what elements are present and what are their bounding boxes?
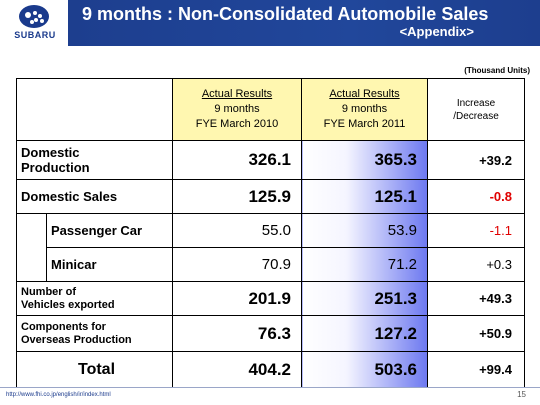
- value-fy2010: 404.2: [172, 351, 302, 388]
- row-label-line2: Overseas Production: [21, 333, 132, 346]
- row-label-line1: Number of: [21, 285, 76, 298]
- footer-divider: [0, 387, 540, 388]
- header-empty-cell: [16, 78, 173, 141]
- value-change: -1.1: [427, 213, 525, 248]
- value-fy2011: 503.6: [301, 351, 428, 388]
- header-fy2010-line1: Actual Results: [201, 88, 273, 100]
- row-label-line1: Components for: [21, 320, 106, 333]
- value-change: +0.3: [427, 247, 525, 282]
- value-change: -0.8: [427, 179, 525, 214]
- header-fy2011-line1: Actual Results: [329, 88, 400, 100]
- value-change: +50.9: [427, 315, 525, 352]
- row-label-line2: Vehicles exported: [21, 298, 115, 311]
- title-bar: 9 months : Non-Consolidated Automobile S…: [68, 0, 540, 46]
- table-row: Minicar 70.9 71.2 +0.3: [16, 247, 525, 282]
- indent-cell: [16, 247, 47, 282]
- value-change: +39.2: [427, 140, 525, 180]
- row-label-domestic-production: Domestic Production: [16, 140, 173, 180]
- header-fy2011-line2: 9 months: [341, 103, 388, 115]
- subaru-logo: SUBARU: [0, 0, 68, 46]
- row-label-components-overseas: Components for Overseas Production: [16, 315, 173, 352]
- header-fy2010-line3: FYE March 2010: [195, 118, 279, 130]
- page-subtitle: <Appendix>: [399, 24, 474, 39]
- value-fy2010: 55.0: [172, 213, 302, 248]
- value-fy2010: 201.9: [172, 281, 302, 316]
- header-change: Increase /Decrease: [427, 78, 525, 141]
- row-label-minicar: Minicar: [46, 247, 173, 282]
- value-fy2011: 251.3: [301, 281, 428, 316]
- footer-link[interactable]: http://www.fhi.co.jp/english/ir/index.ht…: [6, 392, 111, 398]
- row-label-passenger-car: Passenger Car: [46, 213, 173, 248]
- units-note: (Thousand Units): [464, 66, 530, 75]
- row-label-line1: Domestic: [21, 145, 80, 160]
- slide-header: SUBARU 9 months : Non-Consolidated Autom…: [0, 0, 540, 46]
- header-fy2010: Actual Results 9 months FYE March 2010: [172, 78, 302, 141]
- header-fy2011: Actual Results 9 months FYE March 2011: [301, 78, 428, 141]
- header-change-line1: Increase: [456, 97, 496, 109]
- value-fy2011: 127.2: [301, 315, 428, 352]
- value-fy2011: 71.2: [301, 247, 428, 282]
- header-fy2011-line3: FYE March 2011: [323, 118, 406, 130]
- value-fy2011: 125.1: [301, 179, 428, 214]
- row-label-vehicles-exported: Number of Vehicles exported: [16, 281, 173, 316]
- pleiades-star-icon: [19, 5, 49, 28]
- value-change: +99.4: [427, 351, 525, 388]
- value-fy2010: 70.9: [172, 247, 302, 282]
- table-row: Components for Overseas Production 76.3 …: [16, 315, 525, 352]
- table-row: Domestic Production 326.1 365.3 +39.2: [16, 140, 525, 180]
- row-label-line2: Production: [21, 160, 90, 175]
- indent-cell: [16, 213, 47, 248]
- brand-name: SUBARU: [14, 30, 56, 40]
- value-fy2010: 125.9: [172, 179, 302, 214]
- page-title: 9 months : Non-Consolidated Automobile S…: [82, 4, 489, 24]
- table-row: Passenger Car 55.0 53.9 -1.1: [16, 213, 525, 248]
- page-number: 15: [517, 390, 526, 399]
- row-label-domestic-sales: Domestic Sales: [16, 179, 173, 214]
- value-fy2010: 76.3: [172, 315, 302, 352]
- table-row: Number of Vehicles exported 201.9 251.3 …: [16, 281, 525, 316]
- row-label-total: Total: [16, 351, 173, 388]
- value-fy2011: 365.3: [301, 140, 428, 180]
- header-fy2010-line2: 9 months: [214, 103, 260, 115]
- table-row-total: Total 404.2 503.6 +99.4: [16, 351, 525, 388]
- value-fy2010: 326.1: [172, 140, 302, 180]
- header-change-line2: /Decrease: [453, 110, 499, 122]
- value-fy2011: 53.9: [301, 213, 428, 248]
- value-change: +49.3: [427, 281, 525, 316]
- table-header-row: Actual Results 9 months FYE March 2010 A…: [16, 78, 525, 141]
- table-row: Domestic Sales 125.9 125.1 -0.8: [16, 179, 525, 214]
- sales-table: Actual Results 9 months FYE March 2010 A…: [16, 78, 525, 388]
